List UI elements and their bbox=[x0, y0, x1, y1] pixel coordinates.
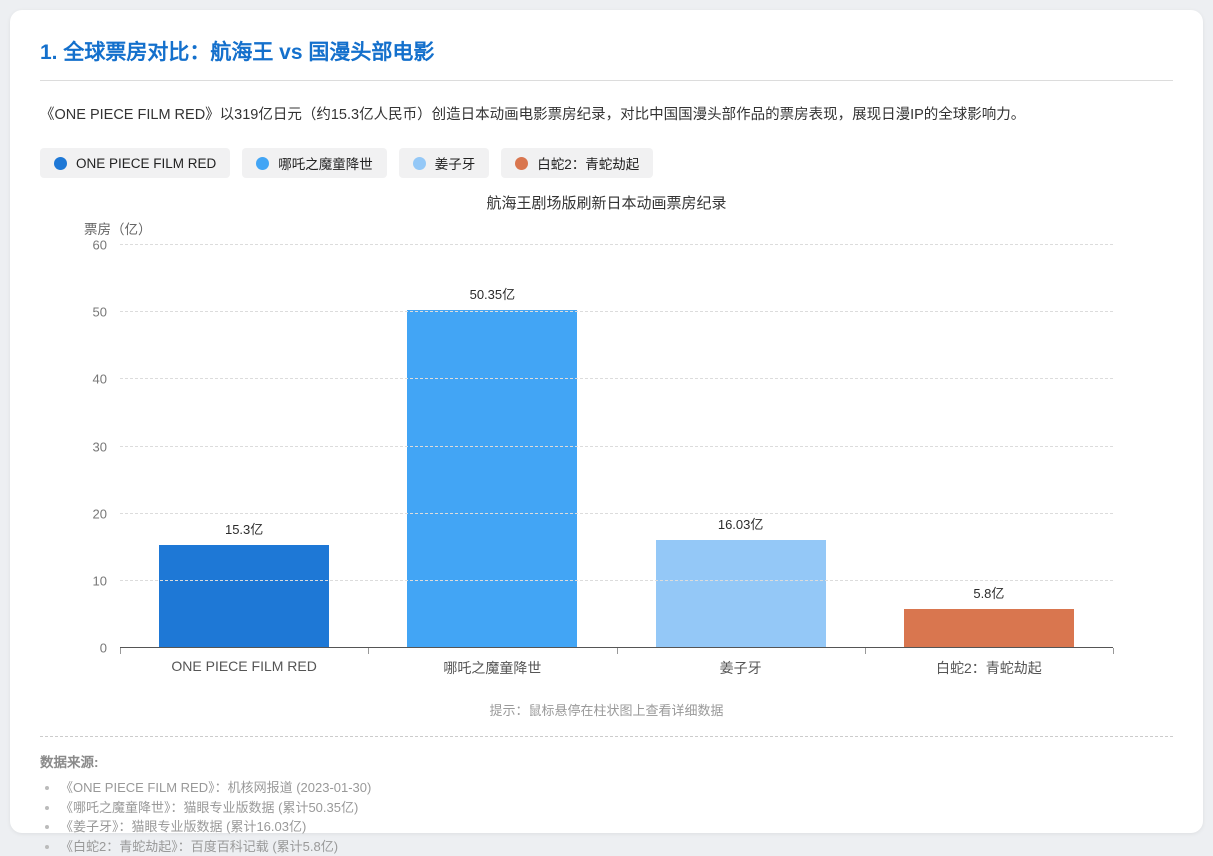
legend-swatch-icon bbox=[54, 157, 67, 170]
gridline bbox=[120, 446, 1113, 447]
bar-value-label: 15.3亿 bbox=[225, 519, 263, 538]
bar-value-label: 50.35亿 bbox=[470, 284, 516, 303]
gridline bbox=[120, 311, 1113, 312]
legend-item[interactable]: 白蛇2：青蛇劫起 bbox=[501, 148, 653, 178]
x-axis-label: 白蛇2：青蛇劫起 bbox=[865, 658, 1113, 678]
y-tick-label: 60 bbox=[93, 238, 107, 253]
legend-item[interactable]: 姜子牙 bbox=[399, 148, 490, 178]
legend-swatch-icon bbox=[515, 157, 528, 170]
bar[interactable]: 16.03亿 bbox=[656, 540, 826, 648]
x-axis-label: ONE PIECE FILM RED bbox=[120, 658, 368, 678]
y-tick-label: 20 bbox=[93, 506, 107, 521]
content-card: 1. 全球票房对比：航海王 vs 国漫头部电影 《ONE PIECE FILM … bbox=[10, 10, 1203, 833]
legend-swatch-icon bbox=[413, 157, 426, 170]
legend-swatch-icon bbox=[256, 157, 269, 170]
y-tick-label: 10 bbox=[93, 573, 107, 588]
x-axis-label: 哪吒之魔童降世 bbox=[368, 658, 616, 678]
gridline bbox=[120, 244, 1113, 245]
x-axis-tick bbox=[617, 648, 618, 654]
footer-divider bbox=[40, 736, 1173, 737]
legend-item[interactable]: ONE PIECE FILM RED bbox=[40, 148, 230, 178]
source-list: 《ONE PIECE FILM RED》：机核网报道 (2023-01-30)《… bbox=[40, 778, 1173, 856]
x-axis-label: 姜子牙 bbox=[617, 658, 865, 678]
sources-heading: 数据来源: bbox=[40, 751, 1173, 771]
source-item: 《白蛇2：青蛇劫起》：百度百科记载 (累计5.8亿) bbox=[60, 837, 1173, 856]
legend-label: 白蛇2：青蛇劫起 bbox=[537, 153, 639, 173]
gridline bbox=[120, 378, 1113, 379]
bars: 15.3亿 50.35亿 16.03亿 5.8亿 bbox=[120, 245, 1113, 648]
x-axis-tick bbox=[368, 648, 369, 654]
legend-item[interactable]: 哪吒之魔童降世 bbox=[242, 148, 387, 178]
x-axis-tick bbox=[1113, 648, 1114, 654]
y-tick-label: 30 bbox=[93, 439, 107, 454]
y-axis-name: 票房（亿） bbox=[84, 218, 152, 238]
gridline bbox=[120, 580, 1113, 581]
bar-value-label: 16.03亿 bbox=[718, 514, 764, 533]
bar-column: 5.8亿 bbox=[865, 245, 1113, 648]
bar-column: 16.03亿 bbox=[617, 245, 865, 648]
hover-hint: 提示：鼠标悬停在柱状图上查看详细数据 bbox=[40, 700, 1173, 719]
chart-title: 航海王剧场版刷新日本动画票房纪录 bbox=[40, 192, 1173, 213]
legend-label: 姜子牙 bbox=[435, 153, 476, 173]
bar[interactable]: 15.3亿 bbox=[159, 545, 329, 648]
bar-value-label: 5.8亿 bbox=[973, 583, 1004, 602]
bar[interactable]: 5.8亿 bbox=[904, 609, 1074, 648]
source-item: 《姜子牙》：猫眼专业版数据 (累计16.03亿) bbox=[60, 817, 1173, 837]
title-divider bbox=[40, 80, 1173, 81]
source-item: 《ONE PIECE FILM RED》：机核网报道 (2023-01-30) bbox=[60, 778, 1173, 798]
x-axis-tick bbox=[120, 648, 121, 654]
y-tick-label: 50 bbox=[93, 305, 107, 320]
x-axis-tick bbox=[865, 648, 866, 654]
bar-column: 50.35亿 bbox=[368, 245, 616, 648]
bar-column: 15.3亿 bbox=[120, 245, 368, 648]
gridline bbox=[120, 513, 1113, 514]
legend-label: 哪吒之魔童降世 bbox=[278, 153, 373, 173]
description-text: 《ONE PIECE FILM RED》以319亿日元（约15.3亿人民币）创造… bbox=[40, 103, 1173, 124]
y-tick-label: 40 bbox=[93, 372, 107, 387]
y-tick-label: 0 bbox=[100, 641, 107, 656]
chart-legend: ONE PIECE FILM RED 哪吒之魔童降世 姜子牙 白蛇2：青蛇劫起 bbox=[40, 148, 1173, 178]
legend-label: ONE PIECE FILM RED bbox=[76, 156, 216, 171]
source-item: 《哪吒之魔童降世》：猫眼专业版数据 (累计50.35亿) bbox=[60, 798, 1173, 818]
bar[interactable]: 50.35亿 bbox=[407, 310, 577, 648]
page-title: 1. 全球票房对比：航海王 vs 国漫头部电影 bbox=[40, 36, 1173, 66]
